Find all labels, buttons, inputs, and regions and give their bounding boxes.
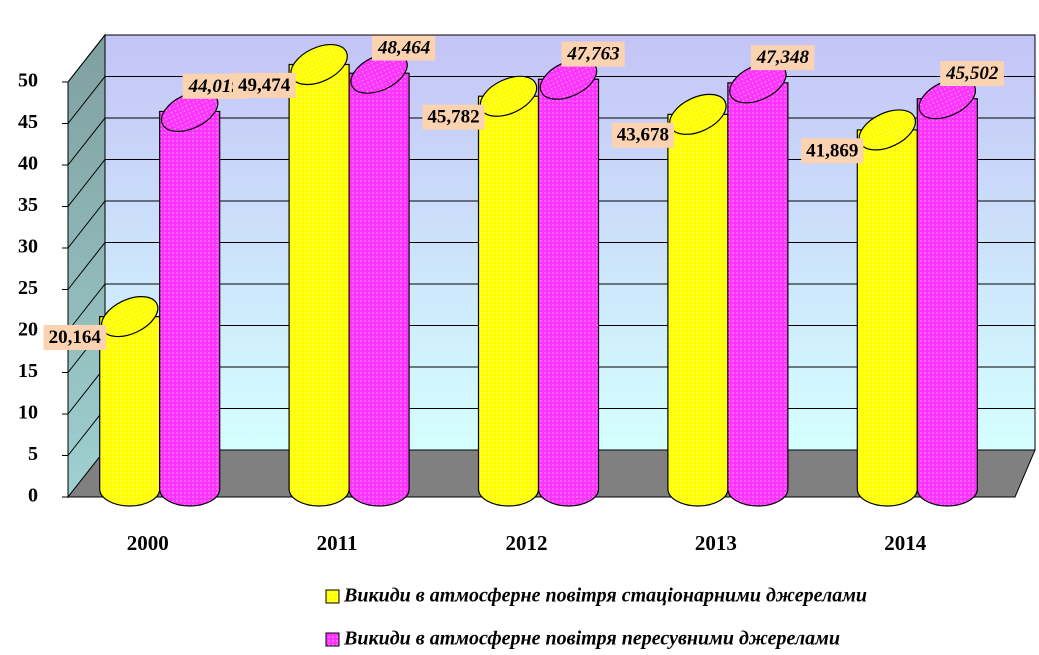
y-tick-label: 10 [18,402,38,424]
cylinder [159,110,221,507]
y-tick-label: 5 [28,443,38,465]
y-tick-label: 30 [18,236,38,258]
cylinder [727,82,789,507]
cylinder [477,95,540,507]
data-label: 20,164 [49,327,102,348]
data-label-bg [940,61,1004,87]
legend-label: Викиди в атмосферне повітря стаціонарним… [343,585,867,607]
y-tick-label: 20 [18,319,38,341]
cylinder [288,63,350,507]
data-label: 41,869 [806,140,858,161]
data-label: 45,502 [945,63,999,84]
legend-swatch [325,589,340,604]
y-tick-label: 15 [18,360,38,382]
cylinder [856,129,918,507]
data-label-bg [561,41,625,67]
legend-swatch [325,632,340,647]
legend-label: Викиди в атмосферне повітря пересувними … [343,628,840,650]
y-tick-label: 25 [18,277,38,299]
data-label-bg [422,104,485,130]
grid-line [67,34,1035,83]
cylinder [916,98,978,507]
data-label-bg [611,122,675,148]
grid-line [67,76,1035,124]
data-label: 49,474 [238,75,291,96]
data-label-bg [43,324,107,350]
data-label: 48,464 [377,38,430,59]
x-tick-label: 2011 [317,531,358,555]
data-label-bg [232,72,296,98]
y-tick-label: 0 [28,485,38,507]
data-label: 47,348 [756,47,810,68]
data-label-bg [801,138,864,164]
y-tick-label: 35 [18,194,38,216]
cylinder [348,72,410,507]
data-label-bg [750,45,815,71]
cylinder [99,315,161,507]
cylinder [667,113,729,507]
x-tick-label: 2000 [127,531,169,555]
data-label: 44,019 [188,76,242,97]
y-tick-label: 50 [18,70,38,92]
x-tick-label: 2012 [506,531,548,555]
data-label: 43,678 [617,125,669,146]
x-tick-label: 2013 [695,531,737,555]
y-tick-label: 45 [18,111,38,133]
data-label-bg [371,35,436,61]
cylinder [537,78,600,507]
y-tick-label: 40 [18,153,38,175]
x-tick-label: 2014 [884,531,927,555]
data-label: 45,782 [427,107,479,128]
data-label: 47,763 [566,44,619,65]
